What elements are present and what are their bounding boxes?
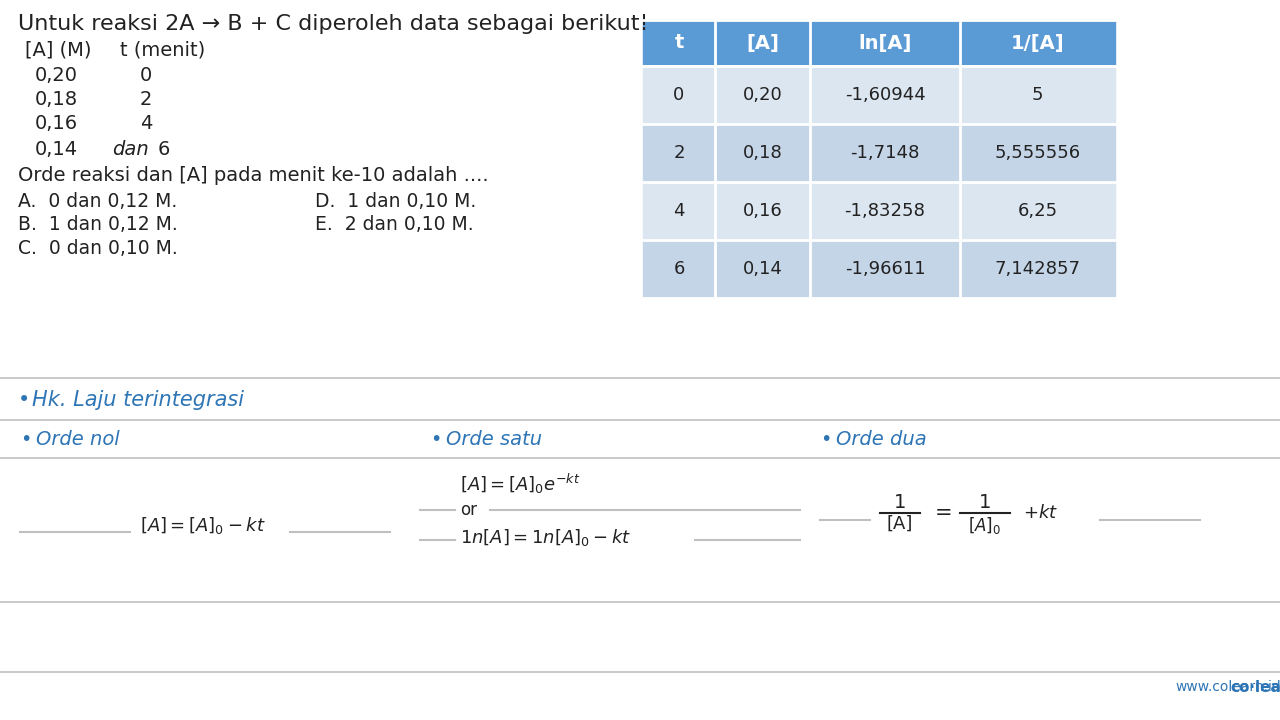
Bar <box>810 182 960 240</box>
Text: or: or <box>460 501 477 519</box>
Text: 0: 0 <box>673 86 685 104</box>
Text: •: • <box>430 430 442 449</box>
Bar <box>643 20 716 66</box>
Text: [A] (M): [A] (M) <box>26 40 91 59</box>
Text: 0,20: 0,20 <box>35 66 78 85</box>
Text: ln[A]: ln[A] <box>859 34 911 53</box>
Text: D.  1 dan 0,10 M.: D. 1 dan 0,10 M. <box>315 192 476 211</box>
Bar <box>810 66 960 124</box>
Text: •: • <box>20 430 32 449</box>
Bar <box>643 240 716 298</box>
Bar <box>810 240 960 298</box>
Text: 4: 4 <box>140 114 152 133</box>
Bar <box>643 124 716 182</box>
Text: -1,60944: -1,60944 <box>845 86 925 104</box>
Bar <box>960 66 1115 124</box>
Text: t (menit): t (menit) <box>120 40 205 59</box>
Text: Orde nol: Orde nol <box>36 430 119 449</box>
Bar <box>716 66 810 124</box>
Text: •: • <box>820 430 832 449</box>
Bar <box>960 124 1115 182</box>
Text: Untuk reaksi 2A → B + C diperoleh data sebagai berikut!: Untuk reaksi 2A → B + C diperoleh data s… <box>18 14 649 34</box>
Text: [A]: [A] <box>887 515 913 533</box>
Text: $+ kt$: $+ kt$ <box>1023 504 1059 522</box>
Bar <box>960 20 1115 66</box>
Bar <box>643 182 716 240</box>
Text: 2: 2 <box>140 90 152 109</box>
Text: -1,7148: -1,7148 <box>850 144 920 162</box>
Text: 1: 1 <box>979 492 991 511</box>
Bar <box>716 182 810 240</box>
Text: 0: 0 <box>140 66 152 85</box>
Bar <box>0 380 1280 720</box>
Text: 5: 5 <box>1032 86 1043 104</box>
Text: 7,142857: 7,142857 <box>995 260 1080 278</box>
Text: Orde reaksi dan [A] pada menit ke-10 adalah ....: Orde reaksi dan [A] pada menit ke-10 ada… <box>18 166 489 185</box>
Text: 1: 1 <box>893 492 906 511</box>
Bar <box>716 240 810 298</box>
Bar <box>0 0 1280 380</box>
Text: $1n[A] = 1n[A]_0 - kt$: $1n[A] = 1n[A]_0 - kt$ <box>460 526 631 547</box>
Text: •: • <box>18 390 31 410</box>
Text: A.  0 dan 0,12 M.: A. 0 dan 0,12 M. <box>18 192 177 211</box>
Text: $[A] = [A]_0 e^{-kt}$: $[A] = [A]_0 e^{-kt}$ <box>460 472 581 496</box>
Text: 0,18: 0,18 <box>742 144 782 162</box>
Text: -1,83258: -1,83258 <box>845 202 925 220</box>
Text: E.  2 dan 0,10 M.: E. 2 dan 0,10 M. <box>315 215 474 234</box>
Text: dan: dan <box>113 140 148 159</box>
Bar <box>810 20 960 66</box>
Text: $[A]_0$: $[A]_0$ <box>969 516 1001 536</box>
Text: www.colearn.id: www.colearn.id <box>1175 680 1280 694</box>
Text: t: t <box>675 34 684 53</box>
Text: Orde satu: Orde satu <box>445 430 543 449</box>
Text: 1/[A]: 1/[A] <box>1011 34 1064 53</box>
Text: 0,18: 0,18 <box>35 90 78 109</box>
Bar <box>810 124 960 182</box>
Bar <box>643 66 716 124</box>
Bar <box>960 240 1115 298</box>
Text: 0,14: 0,14 <box>742 260 782 278</box>
Text: Orde dua: Orde dua <box>836 430 927 449</box>
Text: Hk. Laju terintegrasi: Hk. Laju terintegrasi <box>32 390 244 410</box>
Text: 6: 6 <box>673 260 685 278</box>
Bar <box>716 20 810 66</box>
Text: 0,16: 0,16 <box>742 202 782 220</box>
Text: co·learn: co·learn <box>1230 680 1280 695</box>
Text: 0,16: 0,16 <box>35 114 78 133</box>
Text: $[A] = [A]_0 - kt$: $[A] = [A]_0 - kt$ <box>140 516 266 536</box>
Text: -1,96611: -1,96611 <box>845 260 925 278</box>
Text: 0,20: 0,20 <box>742 86 782 104</box>
Text: [A]: [A] <box>746 34 780 53</box>
Text: 5,555556: 5,555556 <box>995 144 1080 162</box>
Text: C.  0 dan 0,10 M.: C. 0 dan 0,10 M. <box>18 239 178 258</box>
Text: 6: 6 <box>157 140 170 159</box>
Text: 6,25: 6,25 <box>1018 202 1057 220</box>
Text: 0,14: 0,14 <box>35 140 78 159</box>
Text: 2: 2 <box>673 144 685 162</box>
Text: B.  1 dan 0,12 M.: B. 1 dan 0,12 M. <box>18 215 178 234</box>
Bar <box>960 182 1115 240</box>
Text: =: = <box>934 503 952 523</box>
Bar <box>716 124 810 182</box>
Text: 4: 4 <box>673 202 685 220</box>
